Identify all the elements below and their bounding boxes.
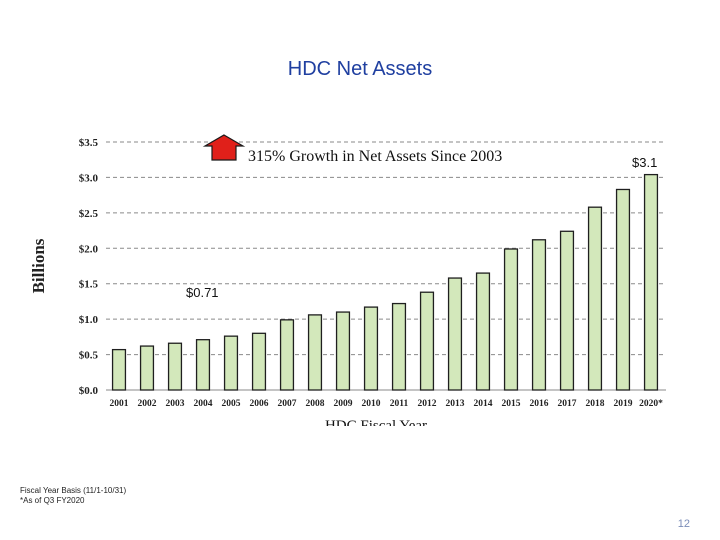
x-tick-label: 2020*	[639, 399, 663, 409]
bar	[587, 206, 603, 391]
net-assets-chart: $0.0 $0.5 $1.0 $1.5 $2.0 $2.5 $3.0 $3.5 Billions…	[20, 126, 680, 426]
growth-annotation: 315% Growth in Net Assets Since 2003	[248, 148, 502, 165]
x-tick-label: 2005	[222, 399, 241, 409]
y-tick-label: $0.5	[79, 350, 99, 362]
bar	[335, 311, 351, 391]
x-tick-label: 2001	[110, 399, 129, 409]
x-tick-label: 2012	[418, 399, 437, 409]
x-tick-label: 2002	[138, 399, 157, 409]
x-tick-label: 2018	[586, 399, 605, 409]
page-number: 12	[677, 518, 690, 530]
bar	[447, 277, 463, 391]
x-tick-label: 2015	[502, 399, 521, 409]
bar	[643, 173, 659, 391]
end-value-label: $3.1	[632, 155, 657, 170]
x-tick-label: 2004	[194, 399, 213, 409]
y-tick-label: $1.0	[79, 314, 99, 326]
bar	[363, 306, 379, 391]
x-tick-label: 2019	[614, 399, 633, 409]
footnote-fiscal-basis: Fiscal Year Basis (11/1-10/31)	[20, 486, 127, 495]
bar	[307, 314, 323, 391]
bar	[195, 339, 211, 391]
x-tick-label: 2010	[362, 399, 381, 409]
x-tick-label: 2013	[446, 399, 465, 409]
bar	[503, 248, 519, 391]
x-tick-label: 2008	[306, 399, 325, 409]
x-tick-label: 2007	[278, 399, 297, 409]
x-tick-label: 2009	[334, 399, 353, 409]
bar	[167, 342, 183, 391]
bar	[279, 319, 295, 391]
bar	[391, 302, 407, 391]
x-axis-label: HDC Fiscal Year	[325, 418, 427, 426]
y-tick-label: $0.0	[79, 385, 99, 397]
bar	[475, 272, 491, 391]
bar	[251, 332, 267, 391]
footnote-q3: *As of Q3 FY2020	[20, 496, 85, 505]
bar	[559, 230, 575, 391]
x-tick-label: 2016	[530, 399, 549, 409]
y-tick-label: $2.0	[79, 243, 99, 255]
bar	[223, 335, 239, 391]
chart-svg: $0.0 $0.5 $1.0 $1.5 $2.0 $2.5 $3.0 $3.5 Billions…	[29, 134, 666, 426]
start-value-label: $0.71	[186, 285, 219, 300]
y-tick-label: $3.0	[79, 172, 99, 184]
bar	[139, 345, 155, 391]
y-tick-label: $1.5	[79, 279, 99, 291]
x-tick-label: 2006	[250, 399, 269, 409]
x-tick-label: 2017	[558, 399, 577, 409]
bar	[615, 188, 631, 391]
y-tick-label: $3.5	[79, 137, 99, 149]
bar	[531, 239, 547, 391]
x-tick-label: 2014	[474, 399, 493, 409]
bar	[419, 291, 435, 391]
y-tick-label: $2.5	[79, 208, 99, 220]
y-axis-label: Billions	[29, 238, 48, 293]
x-tick-label: 2011	[390, 399, 409, 409]
growth-arrow-icon	[202, 134, 246, 161]
page-title: HDC Net Assets	[287, 58, 433, 80]
bar	[111, 348, 127, 391]
x-tick-label: 2003	[166, 399, 185, 409]
